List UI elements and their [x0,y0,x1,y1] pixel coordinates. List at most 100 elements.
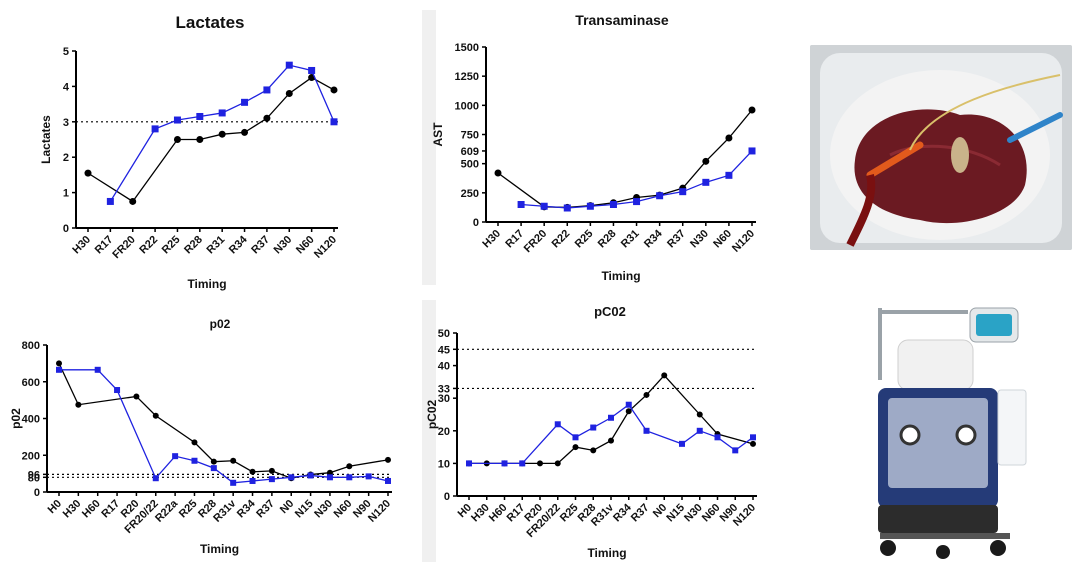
y-tick-label: 609 [461,146,479,158]
data-point [285,89,293,97]
x-axis-label: Timing [601,269,640,283]
y-tick-label: 96 [28,469,40,481]
y-tick-label: 45 [438,344,450,356]
y-tick-label: 20 [438,426,450,438]
x-tick-label: R34 [642,227,665,250]
x-tick-label: N120 [366,498,393,525]
pco2-chart: pC02010203033404550H0H30H60R17R20FR20/22… [425,304,758,560]
y-axis-label: Lactates [39,115,53,164]
series-line-1 [469,403,754,465]
device-frame [880,533,1010,539]
data-point [210,465,217,472]
data-point [540,202,548,210]
y-tick-label: 250 [461,188,479,200]
po2-chart: p0202004006008008096H0H30H60R17R20FR20/2… [9,317,393,556]
data-point [609,201,617,208]
y-tick-label: 800 [22,340,40,352]
data-point [191,439,198,446]
series-line-0 [87,76,335,203]
data-point [308,66,316,74]
x-axis-label: Timing [587,546,626,560]
cannula-orange [866,141,924,179]
y-tick-label: 33 [438,383,450,395]
data-point [249,468,256,475]
data-point [173,136,181,143]
x-axis-label: Timing [200,542,239,556]
y-tick-label: 1000 [455,100,479,112]
device-screen [976,314,1012,336]
device-wheel [880,540,896,556]
y-tick-label: 0 [34,487,40,499]
y-tick-label: 3 [63,117,69,129]
data-point [218,109,226,117]
y-tick-label: 400 [22,414,40,426]
data-point [643,427,650,434]
y-tick-label: 40 [438,361,450,373]
x-tick-label: N30 [312,498,335,521]
data-point [330,118,338,126]
data-point [75,401,82,408]
y-tick-label: 0 [444,491,450,503]
transaminase-title: Transaminase [575,12,669,28]
data-point [133,393,140,400]
x-tick-label: H30 [480,228,503,251]
y-tick-label: 1 [63,188,69,200]
device-pump-left [899,424,921,446]
y-tick-label: 500 [461,159,479,171]
panel-separator [422,300,436,562]
data-point [748,106,756,114]
data-point [519,460,526,467]
data-point [241,128,249,136]
x-tick-label: FR20 [110,234,138,262]
y-tick-label: 10 [438,458,450,470]
liver-organ [854,109,1027,224]
device-base [878,505,998,533]
x-tick-label: H30 [61,498,84,521]
data-point [696,411,703,418]
liver-photo [810,45,1072,250]
data-point [196,112,204,120]
device-illustration [878,307,1027,559]
x-tick-label: R37 [254,498,277,521]
data-point [56,366,62,373]
x-tick-label: R34 [227,233,250,256]
data-point [590,424,597,431]
device-wheel [990,540,1006,556]
x-tick-label: R25 [573,228,596,251]
data-point [210,458,217,465]
device-wheel [936,545,950,559]
data-point [661,372,668,379]
data-point [494,169,502,177]
x-tick-label: R37 [629,502,652,525]
lactates-title: Lactates [176,13,245,32]
data-point [365,473,372,480]
data-point [385,456,391,463]
data-point [466,460,472,467]
data-point [241,98,249,106]
y-tick-label: 750 [461,130,479,142]
data-point [172,453,179,460]
tube-red [846,174,876,247]
x-tick-label: R28 [182,234,205,257]
data-point [501,460,508,467]
data-point [94,366,101,373]
device-side-box [997,389,1027,466]
x-tick-label: R22 [137,234,160,257]
x-tick-label: N30 [688,228,711,251]
data-point [191,457,198,464]
series-line-1 [59,369,389,484]
data-point [346,463,353,470]
y-axis-label: p02 [9,408,23,429]
data-point [702,178,710,186]
cannula-blue [1007,112,1063,143]
data-point [330,86,338,94]
data-point [563,204,571,212]
x-tick-label: R17 [99,498,122,521]
x-tick-label: R31 [205,234,228,257]
device-reservoir [897,339,974,391]
data-point [679,188,687,196]
data-point [268,467,275,474]
data-point [288,474,295,481]
